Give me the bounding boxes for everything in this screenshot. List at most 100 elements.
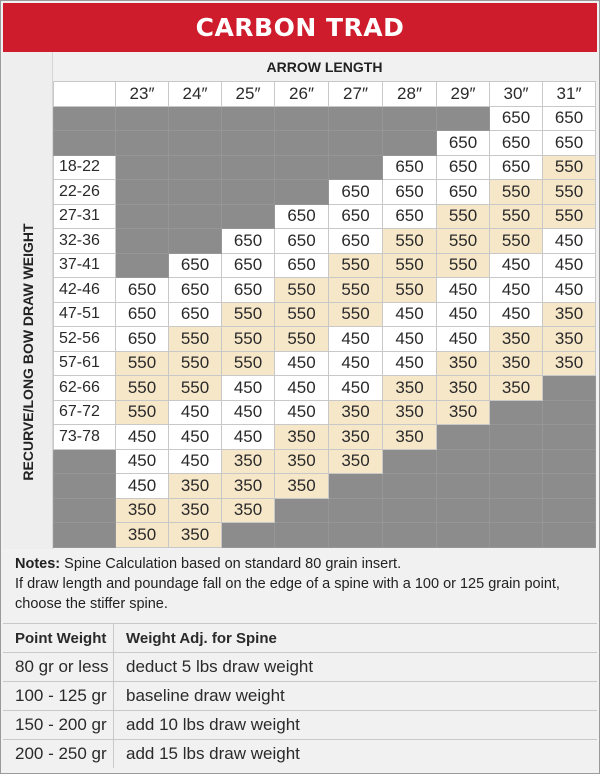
point-weight-row: 100 - 125 gr baseline draw weight [3, 681, 597, 711]
spine-cell: 450 [221, 375, 275, 401]
draw-weight-range-cell: 18-22 [53, 154, 116, 180]
spine-cell: 650 [168, 277, 222, 303]
spine-cell: 650 [274, 228, 329, 254]
spine-cell: 450 [221, 399, 275, 425]
spine-cell: 350 [221, 497, 275, 523]
spine-cell: 650 [115, 326, 169, 352]
spine-cell: 550 [168, 375, 222, 401]
chart-title: CARBON TRAD [3, 3, 597, 52]
arrow-length-header-cell: 24″ [168, 81, 222, 107]
empty-spine-cell [168, 105, 222, 131]
spine-cell: 450 [382, 350, 437, 376]
spine-cell: 350 [489, 350, 543, 376]
arrow-length-header-cell: 29″ [436, 81, 490, 107]
spine-cell: 450 [274, 350, 329, 376]
draw-weight-row: 62-66 550 550 450 450 450 350 350 350 [53, 375, 596, 401]
draw-weight-range-cell: 27-31 [53, 203, 116, 229]
draw-weight-range-cell: 52-56 [53, 326, 116, 352]
draw-weight-row: 18-22 650 650 650 550 [53, 154, 596, 180]
draw-weight-range-cell: 32-36 [53, 228, 116, 254]
draw-weight-row: 73-78 450 450 450 350 350 350 [53, 424, 596, 450]
spine-cell: 650 [274, 252, 329, 278]
notes: Notes: Spine Calculation based on standa… [15, 554, 595, 614]
spine-cell: 550 [221, 301, 275, 327]
draw-weight-axis: RECURVE/LONG BOW DRAW WEIGHT [3, 52, 53, 549]
spine-cell: 350 [542, 301, 596, 327]
spine-cell: 450 [168, 399, 222, 425]
spine-cell: 350 [489, 375, 543, 401]
empty-spine-cell [382, 522, 437, 548]
spine-cell: 550 [542, 179, 596, 205]
spine-cell: 450 [274, 375, 329, 401]
spine-cell: 450 [328, 350, 383, 376]
draw-weight-range-cell [53, 448, 116, 474]
spine-cell: 550 [115, 375, 169, 401]
empty-spine-cell [382, 448, 437, 474]
draw-weight-range-cell [53, 473, 116, 499]
spine-cell: 650 [274, 203, 329, 229]
arrow-length-header-cell: 30″ [489, 81, 543, 107]
point-weight-cell: 150 - 200 gr [3, 710, 114, 740]
spine-cell: 350 [436, 350, 490, 376]
spine-cell: 550 [489, 228, 543, 254]
spine-cell: 650 [328, 179, 383, 205]
notes-line-2: If draw length and poundage fall on the … [15, 576, 560, 612]
spine-cell: 650 [221, 228, 275, 254]
draw-weight-row: 32-36 650 650 650 550 550 550 450 [53, 228, 596, 254]
empty-spine-cell [328, 473, 383, 499]
spine-cell: 650 [489, 154, 543, 180]
draw-weight-range-cell [53, 497, 116, 523]
draw-weight-row: 42-46 650 650 650 550 550 550 450 450 450 [53, 277, 596, 303]
spine-cell: 650 [436, 154, 490, 180]
spine-cell: 450 [542, 252, 596, 278]
spine-cell: 450 [115, 473, 169, 499]
empty-spine-cell [489, 399, 543, 425]
spine-cell: 550 [168, 326, 222, 352]
spine-cell: 550 [168, 350, 222, 376]
spine-cell: 650 [168, 252, 222, 278]
draw-weight-range-cell: 47-51 [53, 301, 116, 327]
empty-spine-cell [221, 522, 275, 548]
spine-cell: 450 [436, 301, 490, 327]
spine-cell: 650 [542, 130, 596, 156]
empty-spine-cell [542, 424, 596, 450]
spine-cell: 350 [489, 326, 543, 352]
spine-cell: 350 [168, 522, 222, 548]
empty-spine-cell [168, 179, 222, 205]
spine-cell: 550 [328, 277, 383, 303]
spine-cell: 450 [221, 424, 275, 450]
header-corner-cell [53, 81, 116, 107]
empty-spine-cell [382, 130, 437, 156]
empty-spine-cell [115, 228, 169, 254]
empty-spine-cell [542, 473, 596, 499]
spine-cell: 550 [382, 277, 437, 303]
point-weight-cell: 200 - 250 gr [3, 739, 114, 768]
empty-spine-cell [436, 522, 490, 548]
empty-spine-cell [115, 105, 169, 131]
spine-cell: 450 [168, 424, 222, 450]
empty-spine-cell [221, 154, 275, 180]
weight-adj-cell: baseline draw weight [113, 681, 597, 711]
empty-spine-cell [489, 424, 543, 450]
spine-cell: 450 [436, 326, 490, 352]
spine-cell: 350 [115, 522, 169, 548]
empty-spine-cell [168, 130, 222, 156]
empty-spine-cell [436, 473, 490, 499]
empty-spine-cell [274, 179, 329, 205]
empty-spine-cell [221, 203, 275, 229]
spine-cell: 450 [542, 228, 596, 254]
weight-adj-cell: add 10 lbs draw weight [113, 710, 597, 740]
spine-cell: 650 [382, 154, 437, 180]
draw-weight-row: 57-61 550 550 550 450 450 450 350 350 350 [53, 350, 596, 376]
spine-cell: 650 [542, 105, 596, 131]
empty-spine-cell [115, 203, 169, 229]
empty-spine-cell [115, 252, 169, 278]
draw-weight-row: 650 650 [53, 105, 596, 131]
empty-spine-cell [221, 105, 275, 131]
spine-cell: 650 [115, 301, 169, 327]
spine-cell: 650 [489, 130, 543, 156]
spine-cell: 550 [274, 277, 329, 303]
empty-spine-cell [436, 448, 490, 474]
spine-cell: 550 [274, 301, 329, 327]
